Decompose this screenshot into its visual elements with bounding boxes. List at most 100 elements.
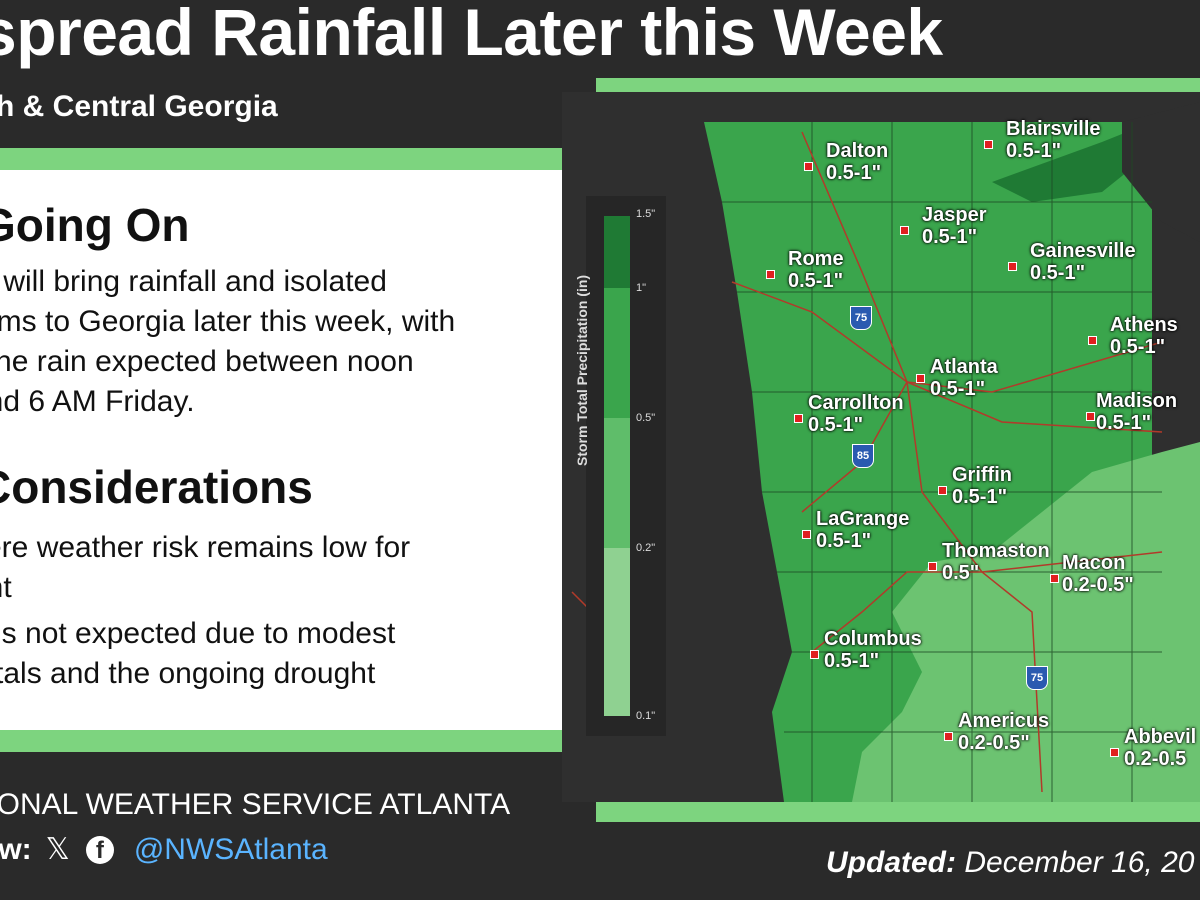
legend-swatch-1-15: [604, 216, 630, 288]
city-name: Thomaston: [942, 540, 1050, 562]
rainfall-map: 75 85 75 Blairsville 0.5-1" Dalton 0.5-1" …: [562, 92, 1200, 802]
city-thomaston: Thomaston 0.5": [928, 540, 1050, 584]
bullet-line: totals and the ongoing drought: [0, 657, 376, 690]
city-name: Griffin: [952, 464, 1012, 486]
legend-swatch-02-05: [604, 418, 630, 548]
agency-name: TIONAL WEATHER SERVICE ATLANTA: [0, 788, 511, 821]
city-rome: Rome 0.5-1": [766, 248, 844, 292]
city-dot: [1088, 336, 1097, 345]
facebook-icon[interactable]: f: [85, 835, 114, 864]
city-atlanta: Atlanta 0.5-1": [916, 356, 998, 400]
city-name: LaGrange: [816, 508, 910, 530]
legend-tick: 0.5": [636, 412, 656, 424]
legend-tick: 0.1": [636, 710, 656, 722]
interstate-75-shield: 75: [1026, 666, 1048, 690]
city-name: Dalton: [826, 140, 889, 162]
city-name: Atlanta: [930, 356, 998, 378]
city-rainfall: 0.5-1": [826, 162, 882, 184]
city-dot: [1086, 412, 1095, 421]
city-dot: [1050, 574, 1059, 583]
city-rainfall: 0.5-1": [1006, 140, 1062, 162]
city-name: Athens: [1110, 314, 1178, 336]
social-follow: ow: 𝕏 f @NWSAtlanta: [0, 832, 328, 867]
city-dot: [804, 162, 813, 171]
panel-bottom-bar: [0, 730, 562, 752]
legend-swatch-01-02: [604, 548, 630, 716]
city-rainfall: 0.2-0.5": [958, 732, 1030, 754]
city-dot: [938, 486, 947, 495]
city-dot: [802, 530, 811, 539]
city-rainfall: 0.5-1": [1096, 412, 1152, 434]
city-jasper: Jasper 0.5-1": [900, 204, 987, 248]
legend-title: Storm Total Precipitation (in): [574, 274, 590, 466]
city-dot: [810, 650, 819, 659]
legend-tick: 0.2": [636, 542, 656, 554]
city-dot: [766, 270, 775, 279]
city-dot: [794, 414, 803, 423]
panel-top-bar: [0, 148, 562, 170]
city-name: Macon: [1062, 552, 1126, 574]
summary-line: f the rain expected between noon: [0, 345, 414, 378]
city-rainfall: 0.5-1": [1110, 336, 1166, 358]
summary-line: and 6 AM Friday.: [0, 385, 195, 418]
city-dot: [984, 140, 993, 149]
updated-timestamp: Updated: December 16, 20: [826, 846, 1194, 880]
summary-line: nt will bring rainfall and isolated: [0, 265, 387, 298]
city-dot: [916, 374, 925, 383]
city-rainfall: 0.5-1": [788, 270, 844, 292]
city-dalton: Dalton 0.5-1": [804, 140, 889, 184]
city-rainfall: 0.5-1": [808, 414, 864, 436]
city-name: Abbevil: [1124, 726, 1197, 748]
city-abbeville: Abbevil 0.2-0.5: [1110, 726, 1197, 770]
city-lagrange: LaGrange 0.5-1": [802, 508, 910, 552]
considerations-heading: Considerations: [0, 461, 313, 513]
city-dot: [1110, 748, 1119, 757]
city-columbus: Columbus 0.5-1": [810, 628, 922, 672]
precipitation-legend: Storm Total Precipitation (in) 1.5" 1" 0…: [574, 196, 666, 736]
legend-tick: 1": [636, 282, 647, 294]
page-title: spread Rainfall Later this Week: [0, 0, 943, 69]
city-name: Columbus: [824, 628, 922, 650]
city-name: Madison: [1096, 390, 1178, 412]
city-name: Carrollton: [808, 392, 904, 414]
city-rainfall: 0.5-1": [824, 650, 880, 672]
city-rainfall: 0.5-1": [816, 530, 872, 552]
updated-date: December 16, 20: [964, 846, 1195, 879]
city-dot: [900, 226, 909, 235]
city-dot: [1008, 262, 1017, 271]
city-name: Blairsville: [1006, 118, 1101, 140]
city-blairsville: Blairsville 0.5-1": [984, 118, 1101, 162]
city-madison: Madison 0.5-1": [1086, 390, 1178, 434]
interstate-85-shield: 85: [852, 444, 874, 468]
page-subtitle: th & Central Georgia: [0, 90, 278, 123]
social-handle[interactable]: @NWSAtlanta: [133, 832, 328, 866]
bullet-line: ent: [0, 571, 12, 604]
city-rainfall: 0.5-1": [952, 486, 1008, 508]
city-name: Americus: [958, 710, 1050, 732]
city-name: Rome: [788, 248, 844, 270]
summary-line: orms to Georgia later this week, with: [0, 305, 456, 338]
city-rainfall: 0.5-1": [930, 378, 986, 400]
bullet-line: vere weather risk remains low for: [0, 531, 411, 564]
city-rainfall: 0.5": [942, 562, 980, 584]
interstate-75-shield: 75: [850, 306, 872, 330]
georgia-rainfall-shading: [562, 92, 1200, 802]
city-rainfall: 0.2-0.5: [1124, 748, 1187, 770]
updated-label: Updated:: [826, 846, 956, 879]
follow-label: ow:: [0, 832, 32, 866]
legend-tick: 1.5": [636, 208, 656, 220]
summary-paragraph: nt will bring rainfall and isolated orms…: [0, 262, 562, 422]
city-rainfall: 0.2-0.5": [1062, 574, 1134, 596]
city-americus: Americus 0.2-0.5": [944, 710, 1050, 754]
info-panel: Going On nt will bring rainfall and isol…: [0, 170, 562, 730]
city-dot: [944, 732, 953, 741]
whats-going-on-heading: Going On: [0, 199, 190, 251]
city-gainesville: Gainesville 0.5-1": [1008, 240, 1136, 284]
city-macon: Macon 0.2-0.5": [1050, 552, 1134, 596]
x-icon[interactable]: 𝕏: [45, 833, 70, 866]
bullet-line: g is not expected due to modest: [0, 617, 396, 650]
legend-swatch-05-1: [604, 288, 630, 418]
bullet-item: vere weather risk remains low for ent: [0, 528, 410, 608]
city-name: Jasper: [922, 204, 987, 226]
bullet-item: g is not expected due to modest totals a…: [0, 614, 395, 694]
